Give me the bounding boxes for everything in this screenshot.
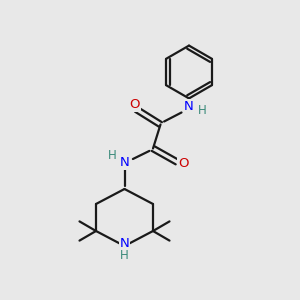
Text: N: N (184, 100, 194, 113)
Text: H: H (198, 104, 207, 118)
Text: N: N (120, 155, 129, 169)
Text: O: O (178, 157, 189, 170)
Text: H: H (107, 149, 116, 162)
Text: O: O (130, 98, 140, 111)
Text: H: H (120, 249, 129, 262)
Text: N: N (120, 237, 129, 250)
